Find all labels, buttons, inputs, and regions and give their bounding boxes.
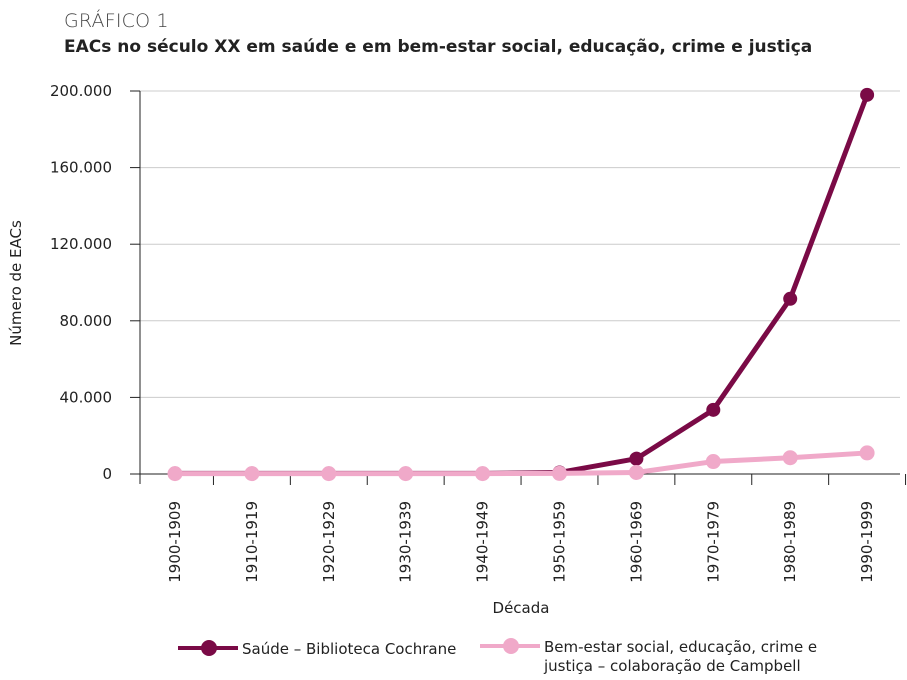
data-point xyxy=(782,450,798,466)
legend-label-bem-estar: Bem-estar social, educação, crime e just… xyxy=(544,638,818,675)
series-line-1 xyxy=(175,450,868,477)
gridlines xyxy=(140,90,900,398)
y-tick-label: 80.000 xyxy=(60,312,113,330)
data-point xyxy=(552,465,567,481)
legend: Saúde – Biblioteca Cochrane Bem-estar so… xyxy=(178,638,898,680)
legend-label-saude: Saúde – Biblioteca Cochrane xyxy=(242,640,457,658)
x-tick-label: 1950-1959 xyxy=(551,501,569,583)
series xyxy=(167,87,875,482)
x-tick-label: 1980-1989 xyxy=(781,501,799,583)
data-point xyxy=(167,466,183,482)
series-line-0 xyxy=(175,93,870,476)
data-point xyxy=(860,87,875,102)
y-tick-label: 40.000 xyxy=(60,388,113,406)
legend-swatch-saude xyxy=(178,640,238,656)
y-tick-label: 160.000 xyxy=(50,159,112,177)
x-axis-label: Década xyxy=(493,599,550,617)
data-point xyxy=(398,466,414,482)
data-point xyxy=(783,291,798,306)
data-point xyxy=(244,466,260,482)
legend-item-bem-estar: Bem-estar social, educação, crime e just… xyxy=(480,638,864,676)
data-point xyxy=(859,445,875,461)
data-point xyxy=(475,466,491,482)
x-tick-label: 1900-1909 xyxy=(166,501,184,583)
x-tick-label: 1940-1949 xyxy=(474,501,492,583)
data-point xyxy=(321,466,337,482)
data-point xyxy=(628,464,644,480)
legend-swatch-bem-estar xyxy=(480,638,540,654)
data-point xyxy=(705,454,721,470)
x-tick-label: 1990-1999 xyxy=(858,501,876,583)
chart-kicker: GRÁFICO 1 xyxy=(64,10,169,32)
x-tick-label: 1960-1969 xyxy=(627,501,645,583)
legend-item-saude: Saúde – Biblioteca Cochrane xyxy=(178,640,456,659)
x-tick-label: 1920-1929 xyxy=(320,501,338,583)
legend-marker xyxy=(201,640,217,656)
y-tick-label: 200.000 xyxy=(50,82,112,100)
axes xyxy=(130,90,907,485)
x-tick-labels: 1900-1909 1910-1919 1920-1929 1930-1939 1940… xyxy=(166,501,876,583)
x-tick-label: 1910-1919 xyxy=(243,501,261,583)
data-point xyxy=(706,402,721,417)
y-tick-label: 0 xyxy=(102,465,112,483)
legend-marker xyxy=(503,638,519,654)
y-tick-labels: 0 40.000 80.000 120.000 160.000 200.000 xyxy=(50,82,112,483)
line-chart: 0 40.000 80.000 120.000 160.000 200.000 1900-… xyxy=(7,82,907,617)
chart-title: EACs no século XX em saúde e em bem-esta… xyxy=(64,37,813,57)
x-tick-label: 1930-1939 xyxy=(397,501,415,583)
x-tick-label: 1970-1979 xyxy=(704,501,722,583)
y-tick-label: 120.000 xyxy=(50,235,112,253)
y-axis-label: Número de EACs xyxy=(7,220,25,346)
data-point xyxy=(629,451,644,466)
